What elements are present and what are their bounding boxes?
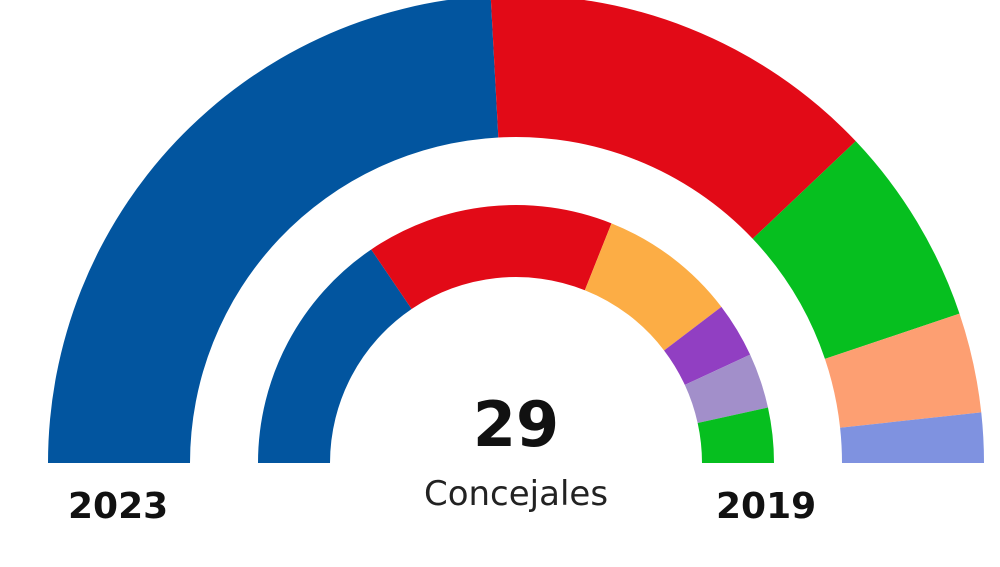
ring-2023-segment-1 (490, 0, 856, 239)
inner-ring-label: 2019 (716, 486, 817, 527)
ring-2023-segment-3 (824, 313, 982, 428)
total-seats: 29 (472, 388, 560, 461)
ring-2023-segment-2 (752, 141, 960, 359)
ring-2019-segment-2 (584, 223, 722, 351)
ring-2023-segment-0 (48, 0, 499, 463)
outer-ring-label: 2023 (68, 486, 169, 527)
total-label: Concejales (423, 474, 609, 514)
ring-2023-segment-4 (840, 412, 984, 463)
ring-2019-segment-5 (697, 407, 774, 463)
ring-2019-segment-4 (684, 354, 768, 424)
ring-2019-segment-0 (258, 249, 412, 463)
ring-2019-segment-3 (664, 306, 751, 385)
ring-2019-segment-1 (371, 204, 612, 310)
